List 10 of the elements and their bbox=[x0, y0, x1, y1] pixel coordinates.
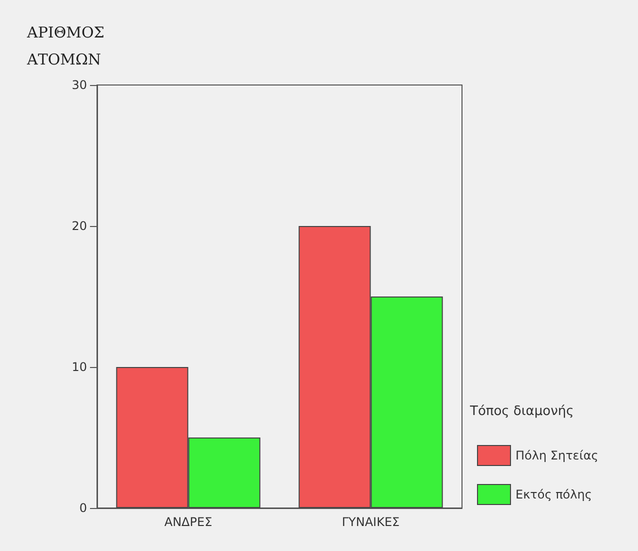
legend-label: Εκτός πόλης bbox=[516, 488, 592, 502]
y-tick-label: 20 bbox=[72, 219, 87, 233]
y-tick-label: 30 bbox=[72, 78, 87, 92]
y-axis-title: ΑΡΙΘΜΟΣ ΑΤΟΜΩΝ bbox=[26, 24, 110, 68]
x-tick-label: ΑΝΔΡΕΣ bbox=[164, 515, 212, 529]
y-tick-label: 10 bbox=[72, 360, 87, 374]
legend-label: Πόλη Σητείας bbox=[516, 448, 598, 462]
legend-title: Τόπος διαμονής bbox=[469, 404, 574, 419]
x-tick-label: ΓΥΝΑΙΚΕΣ bbox=[342, 515, 400, 529]
y-tick-label: 0 bbox=[79, 501, 87, 515]
